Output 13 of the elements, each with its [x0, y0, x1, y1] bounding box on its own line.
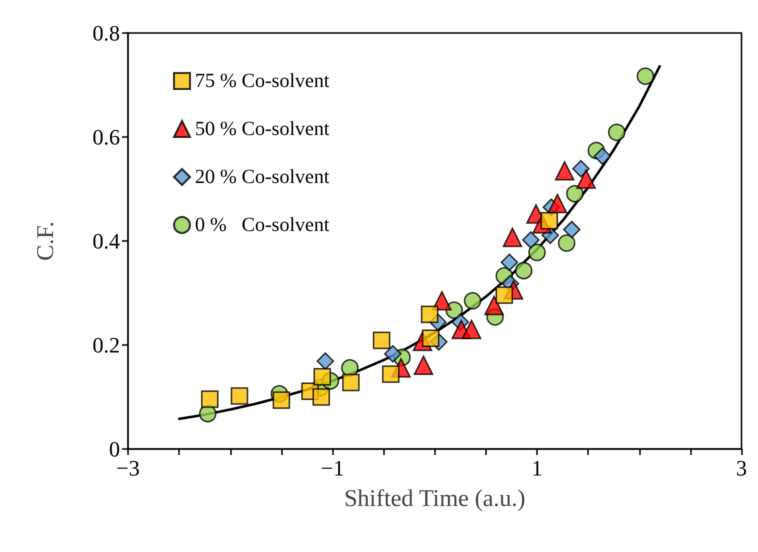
legend-label: 50 % Co-solvent: [195, 118, 330, 140]
y-tick-label: 0.8: [92, 20, 120, 46]
legend-label: 75 % Co-solvent: [195, 70, 330, 92]
y-tick-label: 0.6: [92, 124, 120, 150]
legend-label: 0 % Co-solvent: [195, 214, 330, 236]
y-tick-label: 0.4: [92, 228, 120, 254]
y-tick-label: 0.2: [92, 332, 120, 358]
y-axis-title: C.F.: [33, 221, 59, 261]
x-tick-label: −1: [320, 456, 344, 480]
x-tick-label: 1: [532, 456, 542, 480]
x-tick-label: 3: [736, 456, 747, 480]
legend-label: 20 % Co-solvent: [195, 166, 330, 188]
x-axis-title: Shifted Time (a.u.): [344, 486, 526, 512]
